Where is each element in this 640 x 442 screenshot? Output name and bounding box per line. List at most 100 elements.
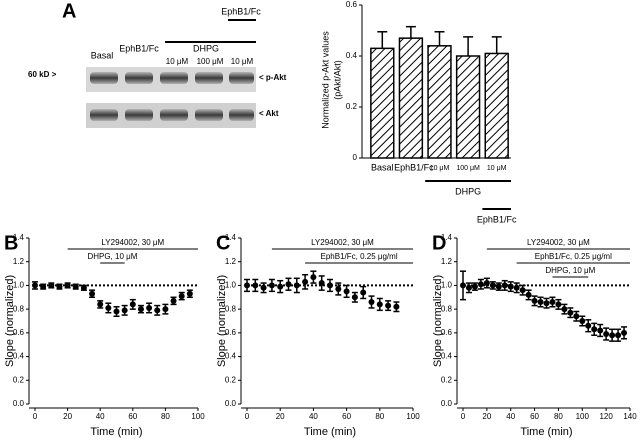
- y-tick-label: 0.0: [225, 399, 237, 408]
- data-point: [597, 327, 604, 334]
- data-point: [105, 304, 112, 311]
- y-tick-label: 0.8: [225, 304, 237, 313]
- data-point: [549, 299, 556, 306]
- data-point: [146, 304, 153, 311]
- data-point: [376, 301, 383, 308]
- y-axis-title: Slope (normalized): [4, 275, 16, 367]
- bar: [427, 45, 452, 159]
- bar: [370, 47, 395, 159]
- western-blot: A EphB1/Fc EphB1/Fc DHPG Basal 10 μM 100…: [28, 0, 287, 128]
- data-point: [573, 313, 580, 320]
- data-point: [393, 303, 400, 310]
- data-point: [244, 282, 250, 289]
- data-point: [501, 282, 508, 289]
- blot-label: Basal: [91, 50, 114, 60]
- data-point: [495, 283, 502, 290]
- x-tick-label: 60: [342, 412, 351, 421]
- x-tick-label: 60: [128, 412, 137, 421]
- data-point: [302, 278, 309, 285]
- data-point: [293, 282, 300, 289]
- y-axis-title-line: Normalized p-Akt values: [320, 31, 330, 129]
- y-tick-label: 0.4: [225, 352, 237, 361]
- data-point: [603, 331, 610, 338]
- x-tick-label: 10 μM: [487, 165, 507, 172]
- y-tick-label: 0.2: [441, 375, 453, 384]
- data-point: [56, 283, 63, 290]
- y-tick-label: 1.4: [13, 233, 25, 242]
- data-point: [285, 281, 292, 288]
- blot-label: 60 kD >: [28, 70, 57, 79]
- x-tick-label: 80: [375, 412, 384, 421]
- y-tick-label: 0.4: [13, 352, 25, 361]
- data-point: [40, 283, 47, 290]
- data-point: [615, 332, 622, 339]
- y-tick-label: 0.2: [13, 375, 25, 384]
- data-point: [162, 306, 169, 313]
- x-tick-label: 20: [482, 412, 491, 421]
- data-point: [178, 293, 185, 300]
- y-axis-title: Slope (normalized): [216, 275, 228, 367]
- data-point: [64, 282, 71, 289]
- y-tick-label: 0.6: [225, 328, 237, 337]
- y-axis-title: Slope (normalized): [432, 275, 444, 367]
- data-point: [537, 299, 544, 306]
- data-point: [318, 280, 325, 287]
- x-tick-label: EphB1/Fc: [394, 162, 434, 172]
- data-point: [268, 282, 275, 289]
- annotation-label: EphB1/Fc, 0.25 μg/ml: [321, 252, 398, 261]
- y-tick-label: 0.6: [13, 328, 25, 337]
- data-point: [80, 284, 87, 291]
- x-tick-label: 40: [96, 412, 105, 421]
- data-point: [609, 332, 616, 339]
- x-tick-label: 100: [406, 412, 420, 421]
- data-point: [335, 285, 342, 292]
- data-point: [32, 282, 38, 289]
- x-tick-label: 100: [191, 412, 205, 421]
- data-point: [89, 290, 96, 297]
- annotation-label: LY294002, 30 μM: [101, 238, 164, 247]
- data-point: [567, 309, 574, 316]
- blot-label: 10 μM: [231, 57, 254, 66]
- data-point: [507, 283, 514, 290]
- x-tick-label: 0: [245, 412, 250, 421]
- bar: [455, 55, 481, 159]
- data-point: [170, 297, 177, 304]
- annotation-label: LY294002, 30 μM: [311, 238, 374, 247]
- blot-label: < Akt: [259, 109, 279, 118]
- y-tick-label: 1.2: [225, 257, 237, 266]
- blot-bands: [90, 72, 254, 121]
- x-tick-label: 60: [530, 412, 539, 421]
- y-axis-title-line: (pAkt/Akt): [332, 60, 342, 100]
- blot-label: DHPG: [193, 43, 219, 53]
- blot-label: 100 μM: [197, 57, 224, 66]
- x-tick-label: 40: [309, 412, 318, 421]
- y-axis-title: Normalized p-Akt values (pAkt/Akt): [320, 31, 342, 129]
- data-point: [129, 301, 136, 308]
- data-point: [121, 307, 128, 314]
- data-point: [477, 281, 484, 288]
- data-point: [543, 300, 550, 307]
- blot-label: EphB1/Fc: [119, 43, 159, 53]
- data-point: [531, 297, 538, 304]
- data-point: [525, 291, 532, 298]
- data-point: [113, 308, 120, 315]
- panel-label: C: [216, 232, 230, 254]
- data-point: [343, 288, 350, 295]
- x-tick-label: 10 μM: [430, 165, 450, 172]
- group-label: EphB1/Fc: [477, 214, 517, 224]
- data-point: [368, 299, 375, 306]
- data-point: [154, 307, 161, 314]
- bar: [398, 37, 424, 159]
- y-tick-label: 1.4: [225, 233, 237, 242]
- data-point: [252, 282, 259, 289]
- data-point: [513, 284, 520, 291]
- annotation-label: DHPG, 10 μM: [545, 266, 595, 275]
- data-point: [621, 329, 628, 336]
- data-point: [471, 283, 478, 290]
- y-tick-label: 0.8: [13, 304, 25, 313]
- x-axis-title: Time (min): [520, 426, 572, 438]
- x-tick-label: 20: [63, 412, 72, 421]
- data-point: [465, 284, 472, 291]
- x-tick-label: 40: [506, 412, 515, 421]
